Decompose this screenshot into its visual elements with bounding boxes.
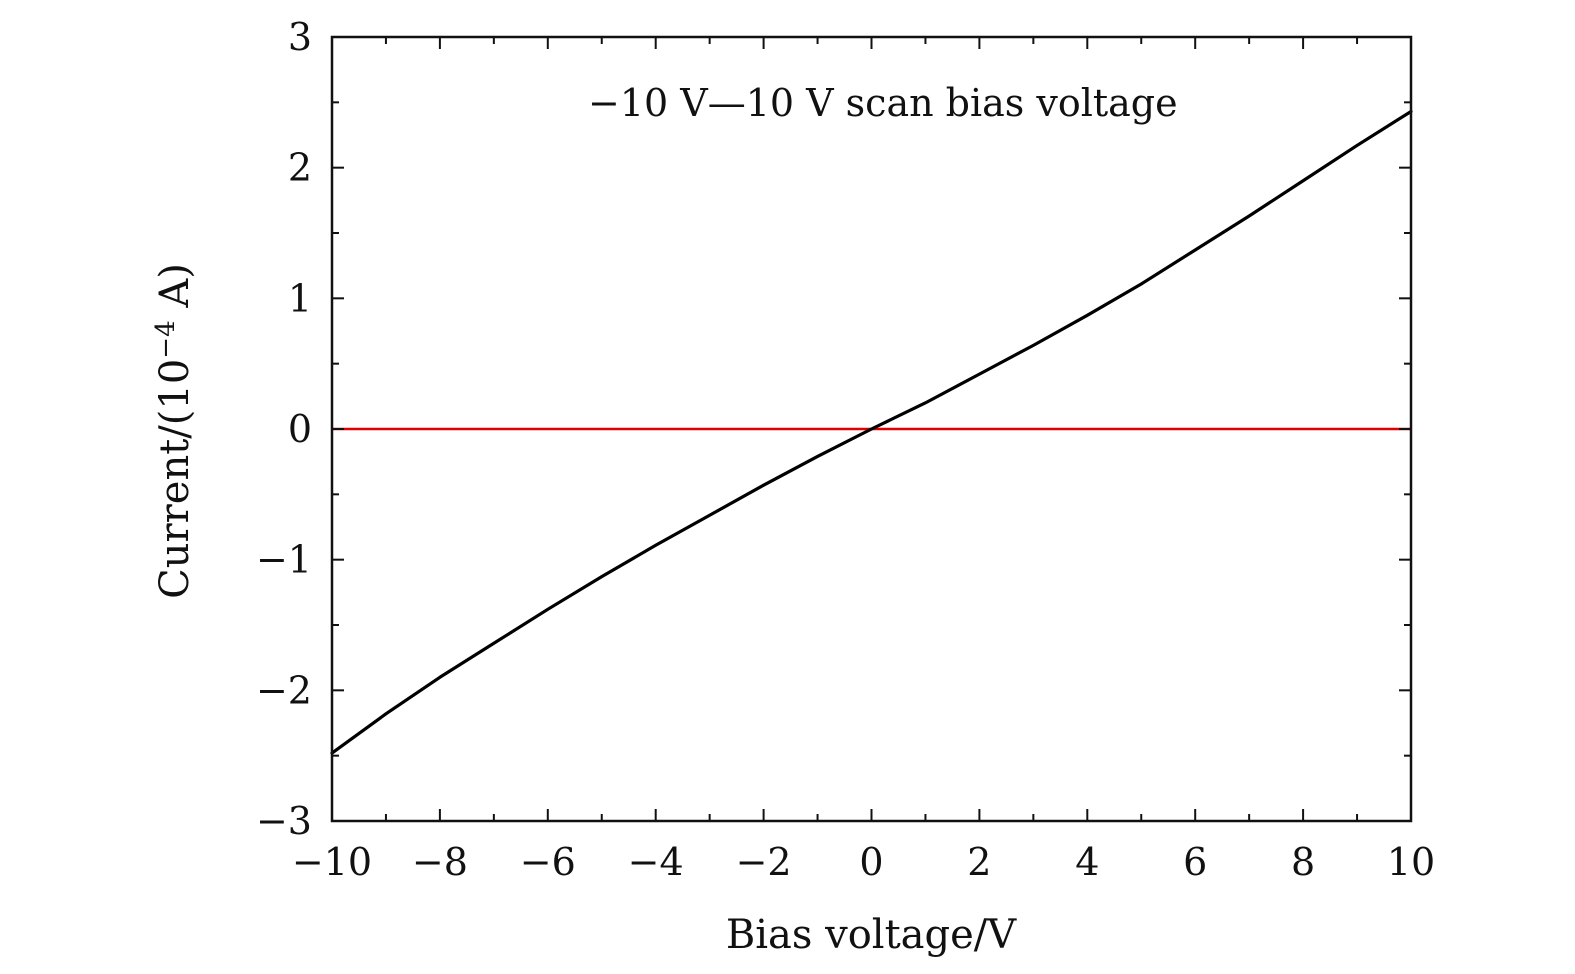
scan-annotation: −10 V—10 V scan bias voltage: [588, 81, 1178, 125]
y-tick-label: 1: [288, 276, 312, 320]
x-tick-label: −6: [520, 840, 576, 884]
x-tick-label: −8: [412, 840, 468, 884]
y-axis-label-main: Current/(10: [152, 359, 198, 599]
x-tick-label: 6: [1183, 840, 1207, 884]
y-tick-label: −3: [256, 799, 312, 843]
y-tick-labels: −3 −2 −1 0 1 2 3: [256, 15, 312, 843]
y-tick-label: 2: [288, 146, 312, 190]
x-tick-label: 8: [1291, 840, 1315, 884]
x-tick-label: 10: [1387, 840, 1435, 884]
x-tick-label: 2: [967, 840, 991, 884]
y-tick-label: 0: [288, 407, 312, 451]
iv-curve: [330, 109, 1413, 755]
x-tick-label: 0: [859, 840, 883, 884]
curve-layer: [330, 109, 1413, 755]
y-axis-label-unit: A): [152, 263, 198, 320]
ticks-layer: [331, 36, 1412, 822]
x-tick-label: 4: [1075, 840, 1099, 884]
y-tick-label: −1: [256, 538, 312, 582]
x-axis-label: Bias voltage/V: [726, 912, 1017, 958]
y-tick-label: 3: [288, 15, 312, 59]
x-tick-labels: −10 −8 −6 −4 −2 0 2 4 6 8 10: [292, 840, 1435, 884]
x-tick-label: −4: [628, 840, 684, 884]
y-axis-label: Current/(10−4 A): [151, 263, 198, 599]
x-tick-label: −2: [736, 840, 792, 884]
x-tick-label: −10: [292, 840, 372, 884]
y-axis-label-exponent: −4: [151, 320, 181, 358]
y-tick-label: −2: [256, 668, 312, 712]
